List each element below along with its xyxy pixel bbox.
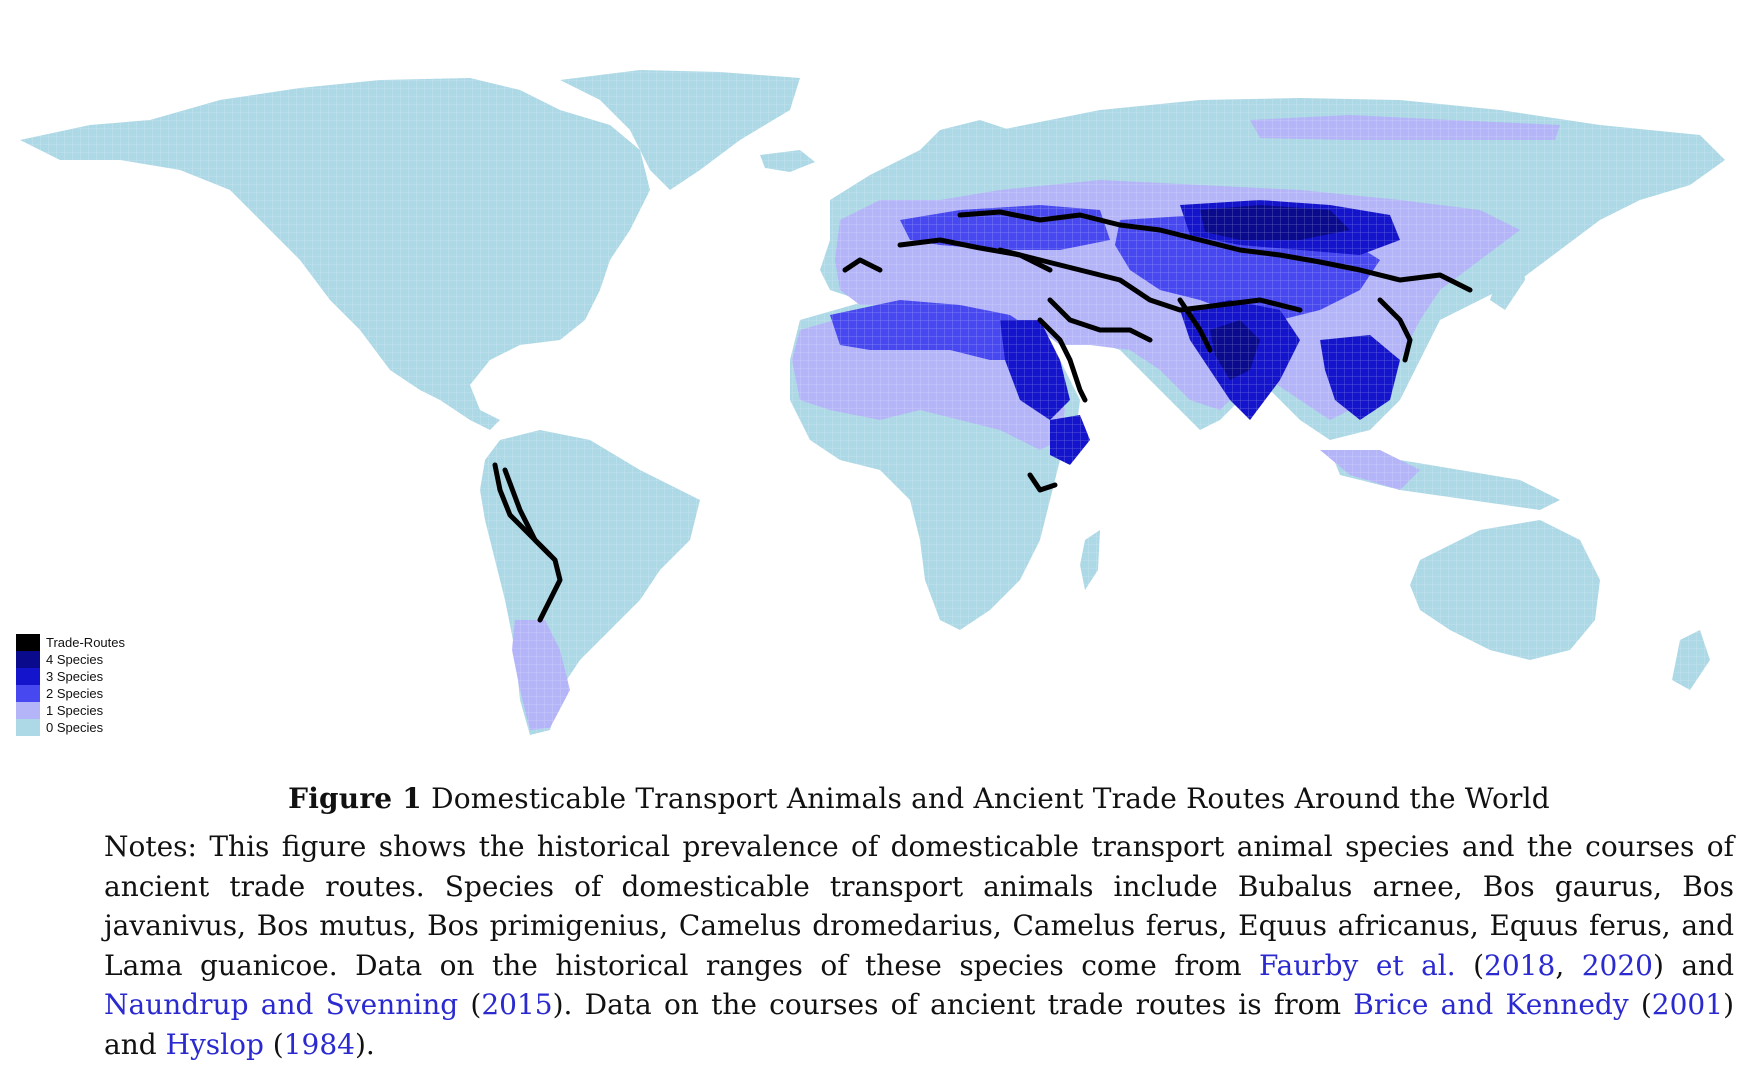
citation-link[interactable]: Hyslop	[165, 1027, 264, 1061]
figure-notes: Notes: This figure shows the historical …	[104, 827, 1734, 1064]
citation-link[interactable]: 2001	[1651, 988, 1724, 1021]
trade-route-europe-west	[842, 257, 883, 273]
trade-route-east-africa	[1027, 472, 1058, 493]
citation-link[interactable]: 1984	[283, 1027, 355, 1061]
citation-link[interactable]: 2020	[1581, 948, 1653, 982]
notes-text: (	[458, 988, 482, 1021]
legend-item-0-species: 0 Species	[16, 719, 125, 736]
legend-item-4-species: 4 Species	[16, 651, 125, 668]
legend-swatch	[16, 702, 40, 719]
grid-texture	[0, 60, 1750, 750]
notes-text: ,	[1555, 948, 1582, 982]
notes-text: ).	[355, 1027, 375, 1061]
trade-route-silk-south	[997, 247, 1303, 313]
trade-route-silk-north	[957, 209, 1473, 293]
trade-route-red-sea	[1037, 317, 1088, 403]
notes-text: (	[1628, 988, 1652, 1021]
legend-label: 3 Species	[46, 669, 104, 684]
figure-title-text: Domesticable Transport Animals and Ancie…	[431, 782, 1550, 815]
trade-routes	[492, 209, 1473, 623]
legend-label: Trade-Routes	[46, 635, 125, 650]
world-map	[0, 60, 1750, 750]
notes-text: ). Data on the courses of ancient trade …	[552, 988, 1354, 1021]
legend-swatch	[16, 685, 40, 702]
legend-item-2-species: 2 Species	[16, 685, 125, 702]
trade-route-china	[1377, 297, 1413, 363]
notes-text: (	[263, 1027, 284, 1061]
figure-caption: Figure 1 Domesticable Transport Animals …	[104, 782, 1734, 1064]
map-legend: Trade-Routes 4 Species 3 Species 2 Speci…	[16, 634, 125, 736]
trade-route-andes-b	[502, 467, 553, 558]
figure-label: Figure 1	[288, 782, 422, 815]
citation-link[interactable]: 2018	[1484, 948, 1556, 982]
citation-link[interactable]: Faurby et al.	[1258, 948, 1456, 982]
legend-swatch	[16, 634, 40, 651]
citation-link[interactable]: Brice and Kennedy	[1353, 988, 1629, 1021]
legend-swatch	[16, 719, 40, 736]
figure-title: Figure 1 Domesticable Transport Animals …	[104, 782, 1734, 815]
legend-swatch	[16, 668, 40, 685]
trade-route-arabia	[1047, 297, 1153, 343]
citation-link[interactable]: 2015	[481, 988, 553, 1021]
legend-label: 1 Species	[46, 703, 104, 718]
trade-route-india	[1177, 297, 1213, 353]
notes-text: Notes: This figure shows the historical …	[104, 830, 1734, 982]
notes-text: ) and	[1652, 948, 1734, 982]
legend-swatch	[16, 651, 40, 668]
notes-text: ) and	[104, 988, 1734, 1061]
legend-item-trade-routes: Trade-Routes	[16, 634, 125, 651]
legend-label: 2 Species	[46, 686, 104, 701]
notes-text: (	[1455, 948, 1485, 982]
legend-item-3-species: 3 Species	[16, 668, 125, 685]
legend-label: 4 Species	[46, 652, 104, 667]
trade-route-mediterranean	[897, 237, 1053, 273]
citation-link[interactable]: Naundrup and Svenning	[104, 988, 459, 1021]
legend-item-1-species: 1 Species	[16, 702, 125, 719]
legend-label: 0 Species	[46, 720, 104, 735]
